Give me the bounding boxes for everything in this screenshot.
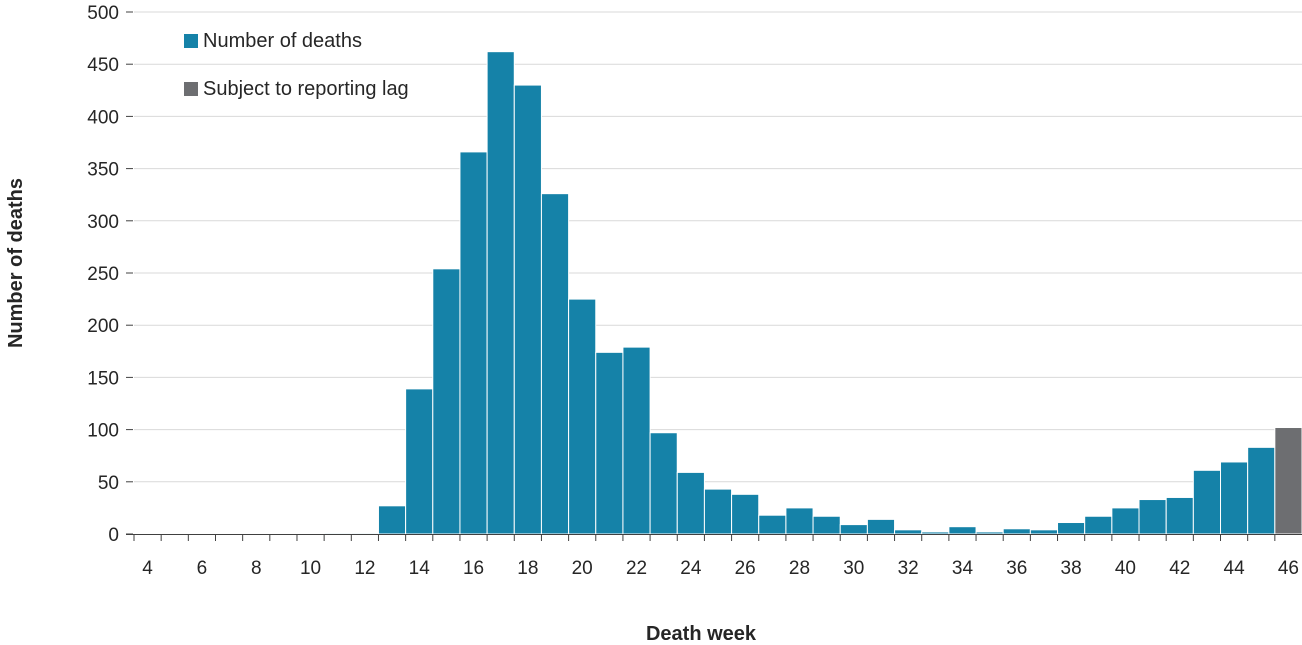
x-axis-title: Death week [646,623,757,645]
bar-deaths-week-12 [350,532,379,535]
bar-deaths-week-13 [377,505,407,535]
bar-deaths-week-25 [703,488,733,535]
legend-label-reporting-lag: Subject to reporting lag [203,78,409,100]
bar-deaths-week-22 [622,346,651,535]
bar-deaths-week-36 [1002,528,1031,535]
x-tick-label-46: 46 [1278,558,1299,579]
x-tick-label-42: 42 [1169,558,1190,579]
y-tick-label-200: 200 [87,316,119,337]
x-tick-label-12: 12 [354,558,375,579]
bar-deaths-week-29 [812,515,841,535]
x-tick-label-18: 18 [517,558,538,579]
bar-deaths-week-41 [1138,499,1167,535]
x-tick-label-38: 38 [1061,558,1082,579]
legend: Number of deaths Subject to reporting la… [184,30,409,100]
bars [323,51,1302,535]
y-tick-label-100: 100 [87,421,119,442]
y-tick-label-450: 450 [87,55,119,76]
bar-deaths-week-16 [459,151,488,535]
y-tick-label-300: 300 [87,212,119,233]
x-tick-label-14: 14 [409,558,431,579]
bar-deaths-week-23 [649,432,678,535]
bar-deaths-week-20 [568,298,597,535]
x-tick-label-20: 20 [572,558,593,579]
bar-deaths-week-24 [676,471,705,535]
x-tick-label-26: 26 [735,558,756,579]
y-tick-label-500: 500 [87,3,119,24]
bar-deaths-week-45 [1247,446,1276,535]
y-tick-label-400: 400 [87,107,119,128]
bar-deaths-week-33 [921,531,950,535]
bar-deaths-week-17 [486,51,515,535]
legend-swatch-number-of-deaths [184,34,198,48]
bar-deaths-week-31 [866,518,896,535]
bar-deaths-week-34 [948,526,977,535]
bar-deaths-week-27 [758,514,787,535]
bar-deaths-week-18 [513,84,542,535]
bar-deaths-week-30 [839,524,868,535]
bar-deaths-week-28 [785,507,814,535]
bar-deaths-week-35 [975,531,1004,535]
y-tick-label-50: 50 [98,473,119,494]
gridlines [134,11,1302,483]
bar-deaths-week-40 [1111,507,1140,535]
x-tick-label-36: 36 [1006,558,1027,579]
legend-swatch-reporting-lag [184,82,198,96]
x-tick-label-4: 4 [142,558,153,579]
bar-deaths-week-38 [1057,522,1086,535]
bar-deaths-week-11 [323,532,352,535]
bar-deaths-week-21 [595,351,624,535]
x-tick-label-28: 28 [789,558,810,579]
bar-deaths-week-44 [1220,461,1249,535]
y-tick-label-250: 250 [87,264,119,285]
bar-deaths-week-15 [432,268,461,535]
x-tick-label-24: 24 [680,558,702,579]
y-tick-label-350: 350 [87,160,119,181]
bar-reporting-lag-week-46 [1274,427,1302,535]
y-tick-label-0: 0 [108,525,119,546]
x-tick-label-22: 22 [626,558,647,579]
x-tick-label-30: 30 [843,558,864,579]
bar-deaths-week-32 [894,529,923,535]
x-tick-label-32: 32 [898,558,919,579]
y-tick-label-150: 150 [87,368,119,389]
bar-deaths-week-26 [731,493,760,535]
bar-deaths-week-37 [1029,529,1059,535]
x-tick-label-10: 10 [300,558,321,579]
x-tick-label-44: 44 [1224,558,1246,579]
bar-deaths-week-14 [405,388,434,535]
bar-deaths-week-43 [1192,469,1222,535]
legend-label-number-of-deaths: Number of deaths [203,30,362,52]
x-tick-label-16: 16 [463,558,484,579]
x-tick-label-8: 8 [251,558,262,579]
bar-deaths-week-39 [1084,515,1113,535]
x-tick-label-34: 34 [952,558,974,579]
x-tick-label-6: 6 [197,558,208,579]
bar-deaths-week-19 [540,193,570,535]
y-axis-title: Number of deaths [5,178,27,348]
x-tick-label-40: 40 [1115,558,1136,579]
bar-deaths-week-42 [1165,496,1194,535]
